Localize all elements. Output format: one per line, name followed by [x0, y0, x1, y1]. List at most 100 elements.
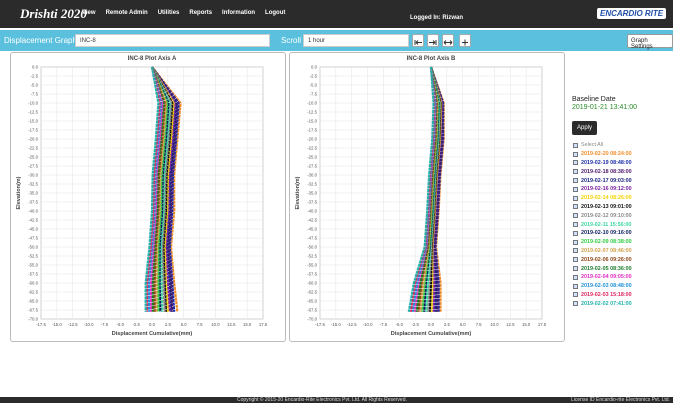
legend-item[interactable]: 2019-02-19 08:48:00	[573, 159, 632, 168]
y-tick-label: -52.5	[28, 254, 38, 259]
checkbox[interactable]	[573, 195, 578, 201]
chart-title: INC-8 Plot Axis A	[128, 56, 177, 62]
legend-item[interactable]: 2019-02-05 08:36:00	[573, 264, 632, 273]
x-tick-label: -7.5	[380, 322, 388, 327]
scroll-end-button[interactable]	[427, 34, 439, 47]
legend-item[interactable]: 2019-02-20 08:24:00	[573, 150, 632, 159]
menu-item[interactable]: Utilities	[157, 10, 180, 16]
copyright: Copyright © 2015-20 Encardio-Rite Electr…	[237, 397, 407, 403]
y-tick-label: -10.0	[307, 101, 317, 106]
legend-item[interactable]: Select All	[573, 141, 632, 150]
scroll-select[interactable]: 1 hour	[303, 34, 409, 47]
legend-label: 2019-02-13 09:01:00	[581, 203, 632, 210]
checkbox[interactable]	[573, 283, 578, 289]
menu-item[interactable]: View	[82, 10, 96, 16]
y-tick-label: -30.0	[307, 173, 317, 178]
legend-item[interactable]: 2019-02-16 09:12:00	[573, 185, 632, 194]
x-tick-label: 2.5	[444, 322, 451, 327]
series-line	[144, 66, 160, 312]
checkbox[interactable]	[573, 239, 578, 245]
menu-item[interactable]: Logout	[265, 10, 286, 16]
chart-title: INC-8 Plot Axis B	[407, 56, 456, 62]
icon	[414, 40, 422, 45]
legend-item[interactable]: 2019-02-10 09:16:00	[573, 229, 632, 238]
checkbox[interactable]	[573, 222, 578, 228]
menu-item[interactable]: Information	[222, 10, 256, 16]
legend-item[interactable]: 2019-02-14 08:26:00	[573, 194, 632, 203]
series-line	[150, 66, 168, 312]
y-tick-label: -62.5	[307, 290, 317, 295]
series-line	[151, 66, 176, 312]
legend-item[interactable]: 2019-02-04 09:05:00	[573, 273, 632, 282]
legend-item[interactable]: 2019-02-03 08:48:00	[573, 282, 632, 291]
y-tick-label: -65.0	[307, 299, 317, 304]
legend-item[interactable]: 2019-02-03 15:18:00	[573, 291, 632, 300]
apply-button[interactable]: Apply	[572, 121, 598, 135]
legend-label: 2019-02-04 09:05:00	[581, 274, 632, 281]
legend-item[interactable]: 2019-02-09 08:38:00	[573, 238, 632, 247]
scroll-start-button[interactable]	[412, 34, 424, 47]
y-tick-label: -25.0	[307, 155, 317, 160]
legend-item[interactable]: 2019-02-18 08:38:00	[573, 167, 632, 176]
legend-item[interactable]: 2019-02-07 08:46:00	[573, 247, 632, 256]
checkbox[interactable]	[573, 169, 578, 175]
graph-settings-button[interactable]: Graph Settings	[627, 34, 673, 50]
icon	[443, 40, 453, 45]
x-tick-label: 0.0	[149, 322, 156, 327]
series-line	[151, 66, 173, 312]
series-line	[149, 66, 164, 312]
x-tick-label: 5.0	[181, 322, 188, 327]
legend-item[interactable]: 2019-02-12 09:10:00	[573, 211, 632, 220]
y-tick-label: -45.0	[307, 227, 317, 232]
license: License ID Encardio-rite Electronics Pvt…	[571, 397, 670, 403]
menu-item[interactable]: Reports	[189, 10, 213, 16]
y-tick-label: -7.5	[31, 92, 39, 97]
checkbox[interactable]	[573, 257, 578, 263]
checkbox[interactable]	[573, 230, 578, 236]
checkbox[interactable]	[573, 142, 578, 148]
legend-item[interactable]: 2019-02-06 09:26:00	[573, 255, 632, 264]
x-axis-label: Displacement Cumulative(mm)	[112, 331, 193, 337]
checkbox[interactable]	[573, 248, 578, 254]
checkbox[interactable]	[573, 266, 578, 272]
legend-item[interactable]: 2019-02-17 09:03:00	[573, 176, 632, 185]
scroll-both-button[interactable]	[442, 34, 454, 47]
menu-item[interactable]: Remote Admin	[105, 10, 148, 16]
x-tick-label: 10.0	[490, 322, 499, 327]
checkbox[interactable]	[573, 151, 578, 157]
y-tick-label: -17.5	[28, 128, 38, 133]
y-tick-label: -22.5	[28, 146, 38, 151]
legend-item[interactable]: 2019-02-13 09:01:00	[573, 203, 632, 212]
y-tick-label: -57.5	[28, 272, 38, 277]
checkbox[interactable]	[573, 274, 578, 280]
checkbox[interactable]	[573, 292, 578, 298]
checkbox[interactable]	[573, 178, 578, 184]
series-line	[150, 66, 170, 312]
chart-panel: INC-8 Plot Axis A 0.0 -2.5 -5.0 -7.5 -10.0 -12…	[10, 52, 286, 342]
checkbox[interactable]	[573, 160, 578, 166]
y-tick-label: -25.0	[28, 155, 38, 160]
checkbox[interactable]	[573, 213, 578, 219]
legend-label: 2019-02-03 08:48:00	[581, 283, 632, 290]
y-tick-label: -12.5	[28, 110, 38, 115]
checkbox[interactable]	[573, 204, 578, 210]
y-tick-label: -45.0	[28, 227, 38, 232]
y-tick-label: -12.5	[307, 110, 317, 115]
y-tick-label: -30.0	[28, 173, 38, 178]
icon	[429, 40, 437, 45]
baseline-value[interactable]: 2019-01-21 13:41:00	[572, 104, 637, 111]
graph-select[interactable]: INC-8	[75, 34, 270, 47]
series-line	[151, 66, 174, 312]
legend-label: 2019-02-10 09:16:00	[581, 230, 632, 237]
brand[interactable]: Drishti 2020	[20, 6, 87, 21]
y-tick-label: -50.0	[307, 245, 317, 250]
sidebar: Baseline Date 2019-01-21 13:41:00 Apply	[572, 96, 672, 135]
y-tick-label: -15.0	[28, 119, 38, 124]
legend-item[interactable]: 2019-02-11 15:56:00	[573, 220, 632, 229]
checkbox[interactable]	[573, 186, 578, 192]
checkbox[interactable]	[573, 301, 578, 307]
series-line	[150, 66, 166, 312]
legend-item[interactable]: 2019-02-02 07:41:00	[573, 299, 632, 308]
zoom-button[interactable]	[459, 34, 471, 47]
y-tick-label: -22.5	[307, 146, 317, 151]
